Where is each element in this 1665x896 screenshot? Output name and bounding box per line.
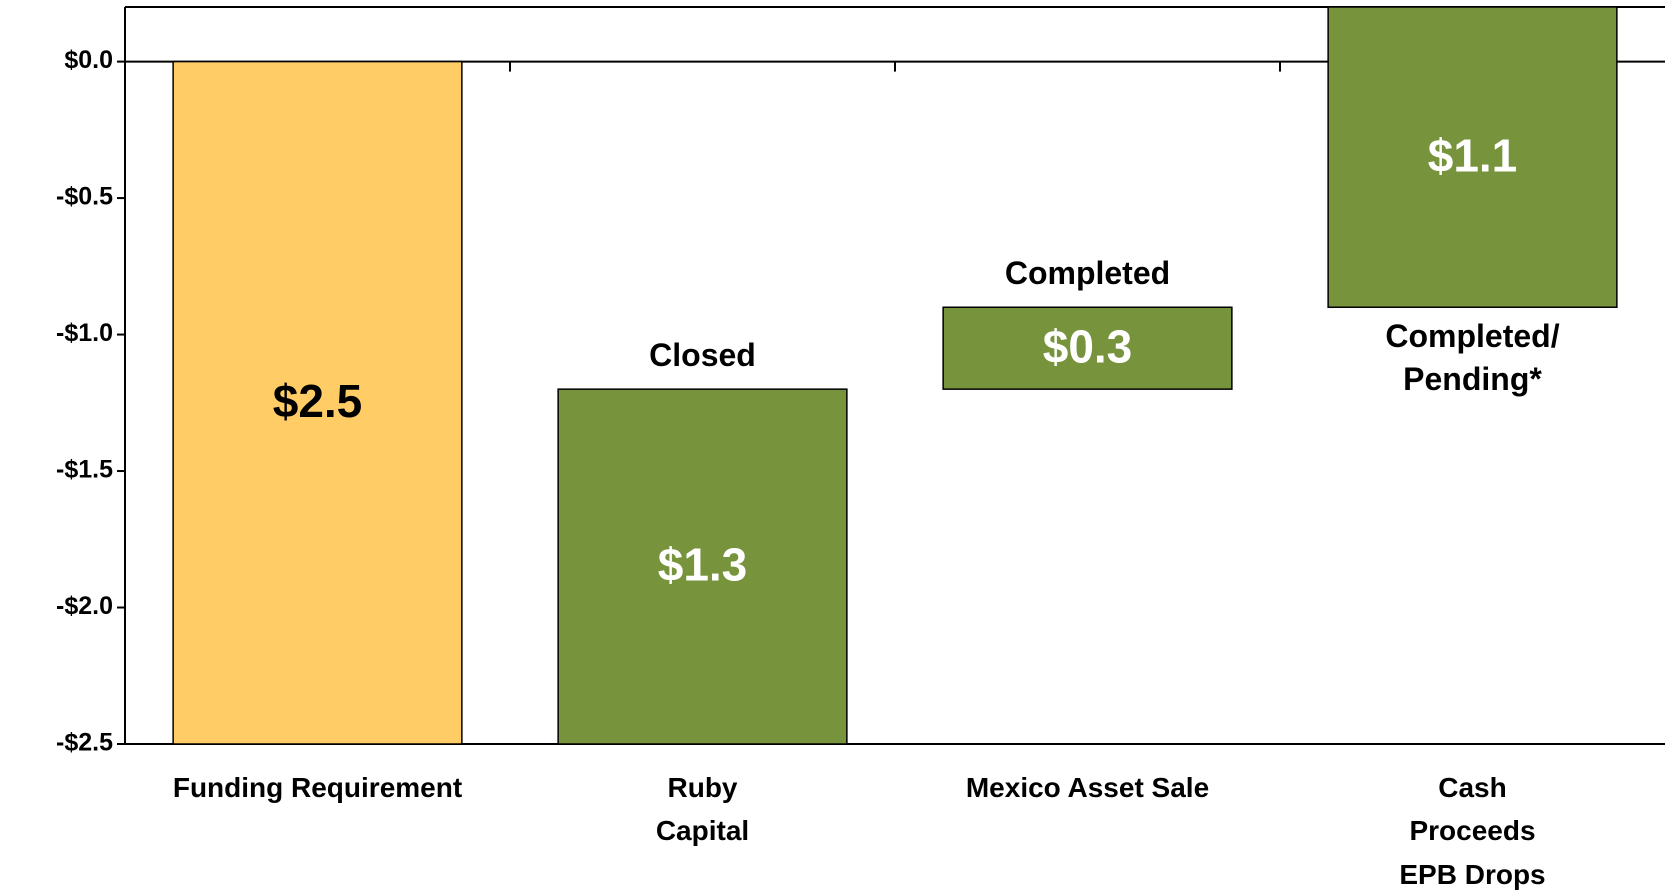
category-label: Mexico Asset Sale <box>965 772 1210 803</box>
category-label: Funding Requirement <box>172 772 463 803</box>
y-tick-label: $0.0 <box>64 46 113 74</box>
annotation: Closed <box>649 337 756 374</box>
bar <box>942 306 1233 390</box>
bar <box>557 388 848 745</box>
page: $0.0 -$0.5 -$1.0 -$1.5 -$2.0 -$2.5 $2.5 $1.3 $0.… <box>56 6 1665 890</box>
category-label: Ruby Capital <box>655 772 750 847</box>
category-label: Cash Proceeds EPB Drops <box>1399 772 1546 890</box>
annotation: Completed/ Pending* <box>1385 318 1560 398</box>
y-tick-label: -$2.0 <box>56 592 113 620</box>
y-tick-label: -$0.5 <box>56 183 113 211</box>
chart: $0.0 -$0.5 -$1.0 -$1.5 -$2.0 -$2.5 $2.5 $1.3 $0.… <box>56 6 1665 757</box>
annotation: Completed <box>1004 255 1171 292</box>
bar <box>1327 6 1618 309</box>
value-label: $0.3 <box>1043 320 1133 372</box>
y-tick-label: -$1.5 <box>56 456 113 484</box>
bar <box>172 60 463 745</box>
y-tick-label: -$1.0 <box>56 319 113 347</box>
y-tick-label: -$2.5 <box>56 729 113 757</box>
value-label: $2.5 <box>273 375 363 427</box>
value-label: $1.3 <box>658 539 748 591</box>
value-label: $1.1 <box>1428 129 1518 181</box>
